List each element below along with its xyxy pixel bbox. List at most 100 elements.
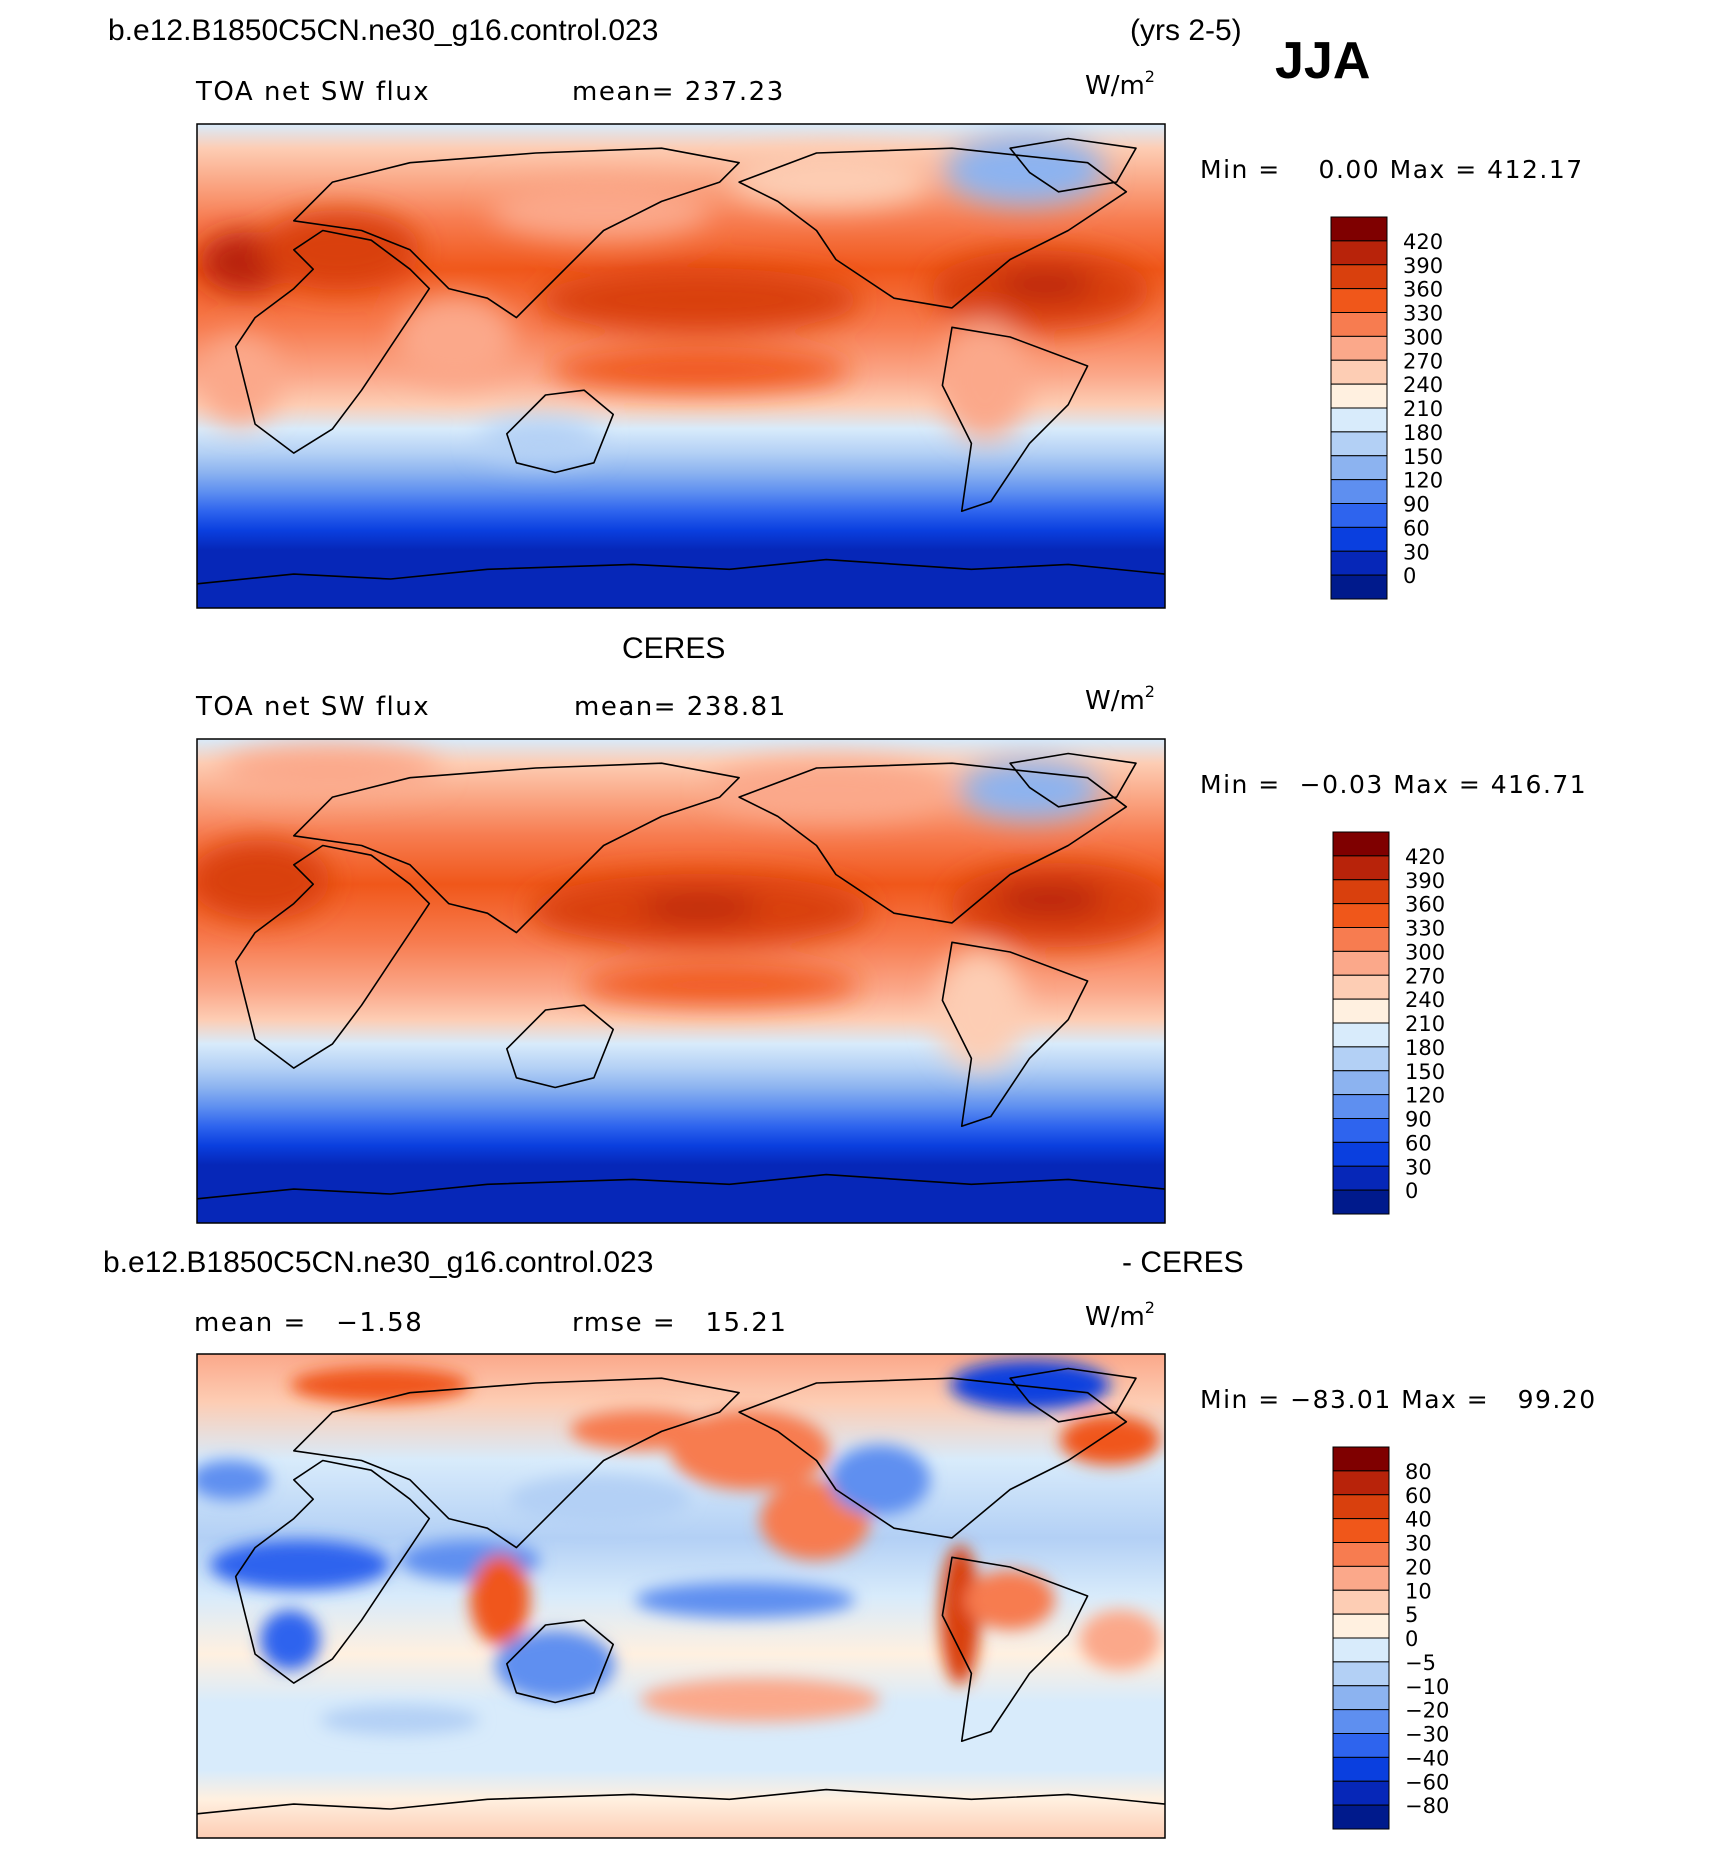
colorbar-tick-label: 90 bbox=[1405, 1108, 1432, 1132]
colorbar-box bbox=[1332, 927, 1390, 952]
colorbar-tick-label: 60 bbox=[1405, 1131, 1432, 1155]
colorbar-box bbox=[1330, 288, 1388, 314]
colorbar-box bbox=[1330, 240, 1388, 266]
colorbar-box bbox=[1330, 312, 1388, 337]
coastline-antarctica bbox=[197, 1173, 1165, 1200]
panel1-units-sup: 2 bbox=[1145, 67, 1155, 86]
colorbar-box bbox=[1332, 1046, 1390, 1072]
panel3-mean: mean = −1.58 bbox=[194, 1308, 423, 1338]
coastline-antarctica bbox=[197, 558, 1165, 585]
years-label: (yrs 2-5) bbox=[1130, 14, 1242, 47]
colorbar-tick-label: 0 bbox=[1405, 1179, 1418, 1203]
colorbar-box bbox=[1330, 479, 1388, 505]
case-title-diff: b.e12.B1850C5CN.ne30_g16.control.023 bbox=[103, 1246, 653, 1279]
coastline-eurasia bbox=[292, 762, 740, 934]
obs-title: CERES bbox=[622, 632, 725, 665]
colorbar-tick-label: 210 bbox=[1405, 1012, 1445, 1036]
colorbar-box bbox=[1330, 550, 1388, 576]
colorbar-box bbox=[1332, 879, 1390, 905]
colorbar-tick-label: 210 bbox=[1403, 397, 1443, 421]
panel1-units: W/m2 bbox=[1085, 67, 1155, 101]
case-title-top: b.e12.B1850C5CN.ne30_g16.control.023 bbox=[108, 14, 658, 47]
colorbar-tick-label: 30 bbox=[1405, 1532, 1432, 1556]
colorbar-box bbox=[1332, 1565, 1390, 1591]
panel1-field-features bbox=[200, 135, 1150, 462]
colorbar-tick-label: 40 bbox=[1405, 1508, 1432, 1532]
colorbar-tick-label: 330 bbox=[1403, 302, 1443, 326]
colorbar-box bbox=[1332, 1613, 1390, 1639]
map-frames bbox=[196, 123, 1166, 1839]
colorbar-box bbox=[1332, 1070, 1390, 1096]
colorbar-tick-label: 420 bbox=[1405, 845, 1445, 869]
colorbar-tick-label: −30 bbox=[1405, 1723, 1449, 1747]
coastline-samerica bbox=[941, 326, 1089, 513]
colorbar-tick-label: 240 bbox=[1403, 373, 1443, 397]
colorbar-box bbox=[1332, 998, 1390, 1024]
coastline-namerica bbox=[738, 1377, 1128, 1539]
colorbar-tick-label: 10 bbox=[1405, 1579, 1432, 1603]
colorbar-tick-label: 150 bbox=[1405, 1060, 1445, 1084]
panel2-map bbox=[197, 739, 1165, 1223]
panel2-units-sup: 2 bbox=[1145, 682, 1155, 701]
colorbar-box bbox=[1332, 1804, 1390, 1830]
colorbar-box bbox=[1330, 526, 1388, 552]
panel2-coastlines bbox=[197, 752, 1165, 1200]
coastline-australia bbox=[505, 1004, 615, 1089]
panel3-frame bbox=[196, 1353, 1166, 1839]
diff-suffix: - CERES bbox=[1122, 1246, 1244, 1279]
colorbar-tick-label: 390 bbox=[1405, 869, 1445, 893]
panel1-minmax: Min = 0.00 Max = 412.17 bbox=[1200, 155, 1584, 184]
panel3-map bbox=[197, 1354, 1165, 1838]
coastline-australia bbox=[505, 389, 615, 474]
season-label: JJA bbox=[1275, 32, 1370, 90]
colorbar-box bbox=[1332, 1780, 1390, 1806]
colorbar-box bbox=[1330, 264, 1388, 290]
coastline-australia bbox=[505, 1619, 615, 1704]
colorbar-tick-label: 5 bbox=[1405, 1603, 1418, 1627]
panel1-frame bbox=[196, 123, 1166, 609]
colorbar-tick-label: −10 bbox=[1405, 1675, 1449, 1699]
coastline-eurasia bbox=[292, 1377, 740, 1549]
colorbar-tick-label: 120 bbox=[1403, 469, 1443, 493]
colorbar-tick-label: 30 bbox=[1405, 1155, 1432, 1179]
colorbar-box bbox=[1332, 1661, 1390, 1687]
colorbar-tick-label: −5 bbox=[1405, 1651, 1436, 1675]
colorbar-tick-label: 90 bbox=[1403, 493, 1430, 517]
panel1-units-base: W/m bbox=[1085, 71, 1145, 101]
colorbar-tick-label: 60 bbox=[1405, 1484, 1432, 1508]
panel3-units-sup: 2 bbox=[1145, 1298, 1155, 1317]
colorbar-tick-label: 30 bbox=[1403, 540, 1430, 564]
coastline-greenland bbox=[1009, 1367, 1137, 1423]
colorbar-tick-label: 420 bbox=[1403, 230, 1443, 254]
colorbar-box bbox=[1332, 974, 1390, 1000]
colorbar-box bbox=[1332, 1542, 1390, 1567]
panel1-variable: TOA net SW flux bbox=[195, 77, 430, 107]
panel3-units-base: W/m bbox=[1085, 1302, 1145, 1332]
coastlines bbox=[197, 137, 1165, 1815]
colorbar-box bbox=[1332, 1165, 1390, 1191]
colorbar-tick-label: 150 bbox=[1403, 445, 1443, 469]
colorbar-tick-label: 20 bbox=[1405, 1555, 1432, 1579]
colorbar-box bbox=[1330, 431, 1388, 457]
panel1-coastlines bbox=[197, 137, 1165, 585]
colorbar-box bbox=[1330, 335, 1388, 361]
colorbar-box bbox=[1332, 855, 1390, 881]
panel1-mean: mean= 237.23 bbox=[572, 77, 785, 107]
colorbar-box bbox=[1332, 1518, 1390, 1544]
colorbar-tick-label: 180 bbox=[1405, 1036, 1445, 1060]
coastline-samerica bbox=[941, 1556, 1089, 1742]
colorbar-tick-label: 300 bbox=[1403, 325, 1443, 349]
colorbar-box bbox=[1330, 455, 1388, 481]
colorbar-tick-label: 270 bbox=[1405, 964, 1445, 988]
colorbar-box bbox=[1332, 1494, 1390, 1520]
colorbar-box bbox=[1330, 503, 1388, 528]
colorbar-box bbox=[1332, 1756, 1390, 1782]
colorbar-box bbox=[1332, 1446, 1390, 1472]
colorbar-box bbox=[1332, 1589, 1390, 1615]
colorbar-tick-label: 120 bbox=[1405, 1084, 1445, 1108]
panel2-field-features bbox=[197, 745, 1165, 1070]
